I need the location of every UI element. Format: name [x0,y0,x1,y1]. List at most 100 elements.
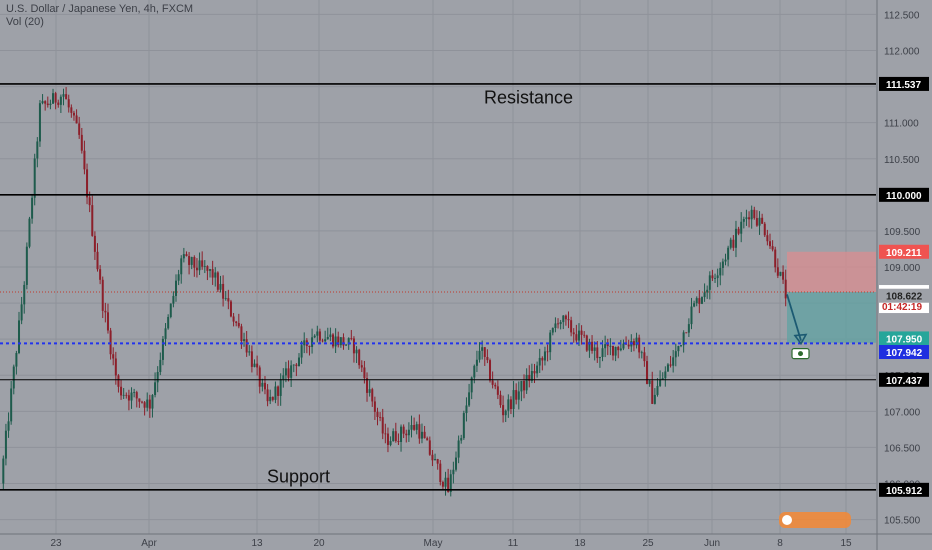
candle-body [680,345,683,347]
candle-body [596,347,599,359]
candle-body [279,379,282,396]
candle-body [570,320,573,333]
level-price-label-bg [879,482,929,497]
candle-body [687,324,690,333]
candle-body [530,370,533,381]
x-axis-tick-label: 15 [840,538,852,549]
candle-body [572,332,575,335]
candle-body [31,197,34,219]
candle-body [593,347,596,351]
candle-body [651,380,654,404]
candle-body [434,459,437,461]
candle-body [373,401,376,412]
candle-body [441,481,444,487]
candle-body [232,316,235,322]
candle-body [473,365,476,378]
candle-body [609,345,612,347]
candle-body [112,354,115,359]
candle-body [748,217,751,220]
candle-body [339,337,342,346]
candle-body [67,99,70,108]
candle-body [219,283,222,290]
level-price-badge-bg [879,345,929,360]
y-axis-tick-label: 106.500 [884,443,921,454]
candle-body [172,295,175,304]
candle-body [648,380,651,384]
candle-body [188,256,191,265]
candle-body [316,331,319,336]
candle-body [313,335,316,338]
candle-body [229,301,232,317]
candle-body [274,386,277,400]
candle-body [562,315,565,323]
candle-body [46,103,49,106]
x-axis-tick-label: Jun [704,538,720,549]
candle-body [253,363,256,367]
candle-body [622,343,625,349]
candle-body [117,375,120,387]
candle-body [700,297,703,304]
x-axis-tick-label: 23 [50,538,62,549]
candle-body [211,269,214,278]
candle-body [444,477,447,487]
candle-body [70,107,73,113]
candle-body [282,375,285,380]
candle-body [292,364,295,366]
level-price-label-bg [879,187,929,202]
candle-body [431,454,434,461]
candle-body [611,345,614,356]
candle-body [724,259,727,262]
candle-body [75,115,78,124]
candle-body [436,459,439,464]
candle-body [646,361,649,384]
level-price-label-bg [879,372,929,387]
candle-body [248,351,251,353]
candle-body [577,330,580,341]
candle-body [682,332,685,346]
candle-body [478,350,481,360]
candle-body [447,477,450,492]
candle-body [768,241,771,247]
level-price-label: 110.000 [886,191,922,202]
candle-body [62,94,65,97]
candle-body [664,371,667,379]
candle-body [585,335,588,351]
candle-body [551,327,554,333]
logo-icon-dot [782,515,792,525]
candle-body [504,410,507,416]
candle-body [303,340,306,346]
stop-price-badge-bg [879,244,929,259]
candle-body [685,332,688,334]
candle-body [533,370,536,374]
candle-body [324,339,327,342]
candle-body [601,348,604,358]
candle-body [20,304,23,321]
candle-body [546,351,549,353]
candle-body [462,413,465,439]
candle-body [169,303,172,318]
candle-body [669,364,672,366]
candle-body [104,310,107,313]
candle-body [415,424,418,430]
candle-body [49,103,52,106]
candle-body [782,271,785,280]
candle-body [164,328,167,339]
candle-body [439,463,442,482]
candle-body [483,347,486,357]
candle-body [763,223,766,236]
candle-body [698,298,701,304]
candle-body [4,430,7,459]
candle-body [690,306,693,325]
candle-body [321,340,324,342]
candle-body [721,261,724,268]
candle-body [300,345,303,358]
x-axis-tick-label: 18 [574,538,586,549]
candle-body [366,378,369,393]
level-price-label: 105.912 [886,486,923,497]
x-axis-tick-label: 13 [251,538,263,549]
candle-body [146,399,149,408]
candle-body [499,394,502,406]
candle-body [418,424,421,439]
